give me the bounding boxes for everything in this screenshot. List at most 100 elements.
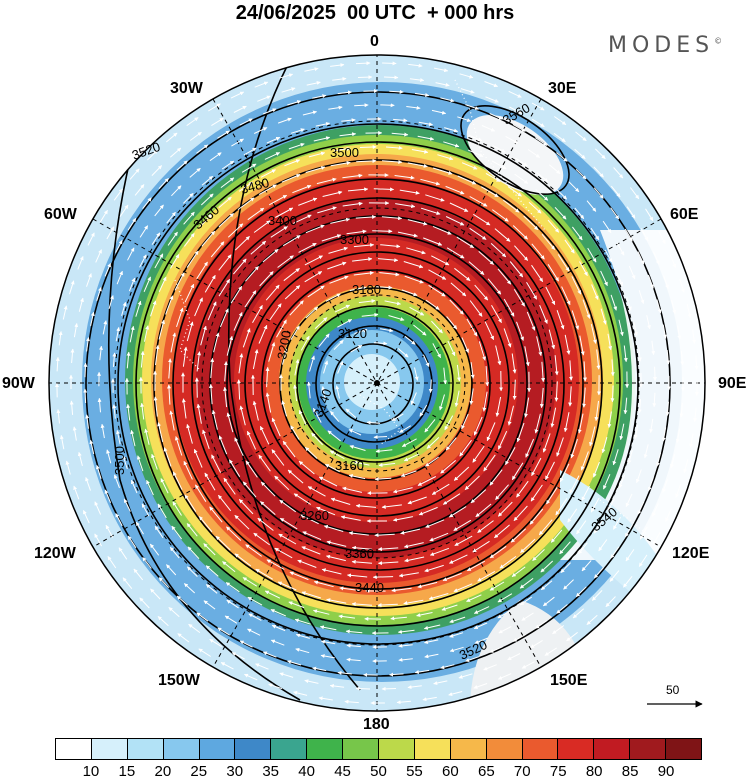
wind-vector bbox=[158, 319, 165, 340]
wind-vector bbox=[531, 243, 545, 260]
wind-vector bbox=[582, 387, 587, 408]
wind-vector bbox=[211, 454, 222, 473]
wind-vector bbox=[516, 422, 525, 443]
wind-vector bbox=[264, 152, 281, 160]
wind-vector bbox=[334, 304, 351, 313]
wind-vector bbox=[577, 413, 584, 434]
wind-vector bbox=[300, 335, 310, 351]
wind-vector bbox=[149, 543, 160, 556]
wind-vector bbox=[90, 311, 95, 327]
wind-vector bbox=[470, 489, 487, 504]
wind-vector bbox=[388, 315, 405, 322]
wind-vector bbox=[242, 577, 258, 587]
wind-vector bbox=[233, 105, 247, 113]
wind-vector bbox=[655, 452, 662, 467]
colorbar-tick-label: 15 bbox=[118, 763, 136, 780]
wind-vector bbox=[334, 146, 351, 152]
wind-vector bbox=[686, 303, 692, 319]
wind-vector bbox=[400, 470, 417, 477]
wind-vector bbox=[288, 601, 305, 609]
wind-vector bbox=[174, 272, 185, 291]
wind-vector bbox=[154, 525, 164, 539]
wind-vector bbox=[604, 249, 613, 263]
wind-vector bbox=[317, 206, 337, 214]
colorbar-swatch bbox=[666, 739, 702, 759]
wind-vector bbox=[579, 335, 585, 356]
wind-vector bbox=[638, 290, 645, 304]
wind-vector bbox=[486, 422, 496, 442]
wind-vector bbox=[407, 496, 427, 505]
wind-vector bbox=[302, 110, 317, 116]
wind-vector bbox=[575, 586, 587, 597]
wind-vector bbox=[495, 484, 509, 500]
wind-vector bbox=[238, 181, 254, 192]
wind-vector bbox=[301, 546, 321, 555]
wind-vector bbox=[165, 295, 174, 315]
wind-vector bbox=[183, 460, 193, 480]
wind-vector bbox=[519, 578, 534, 589]
wind-vector bbox=[209, 152, 222, 162]
wind-vector bbox=[389, 89, 404, 94]
wind-vector bbox=[375, 449, 393, 454]
wind-vector bbox=[330, 410, 340, 422]
wind-vector bbox=[626, 296, 632, 311]
wind-vector bbox=[432, 343, 442, 359]
wind-vector bbox=[95, 249, 102, 263]
wind-vector bbox=[329, 683, 345, 688]
wind-vector bbox=[234, 514, 250, 530]
wind-vector bbox=[429, 532, 449, 542]
wind-vector bbox=[607, 498, 615, 512]
wind-vector bbox=[424, 564, 444, 573]
contour-label: 3500 bbox=[112, 446, 127, 475]
wind-vector bbox=[381, 216, 403, 221]
wind-vector bbox=[446, 316, 458, 330]
map-boundary bbox=[48, 54, 706, 712]
wind-vector bbox=[153, 396, 158, 417]
wind-vector bbox=[271, 417, 281, 437]
wind-vector bbox=[322, 190, 343, 197]
wind-vector bbox=[444, 127, 459, 133]
wind-vector bbox=[381, 504, 402, 509]
wind-vector bbox=[260, 481, 276, 497]
wind-vector bbox=[404, 335, 416, 345]
wind-vector bbox=[172, 501, 182, 516]
wind-vector bbox=[318, 476, 338, 487]
wind-vector bbox=[258, 184, 277, 196]
wind-vector bbox=[499, 555, 517, 569]
wind-vector bbox=[165, 132, 178, 143]
wind-vector bbox=[417, 135, 435, 141]
wind-vector bbox=[96, 287, 102, 301]
wind-vector bbox=[391, 587, 412, 593]
wind-vector bbox=[166, 564, 177, 576]
wind-vector bbox=[69, 400, 74, 415]
wind-vector bbox=[246, 430, 257, 450]
wind-vector bbox=[502, 199, 520, 213]
lon-label-150w: 150W bbox=[158, 672, 200, 689]
wind-vector bbox=[559, 463, 570, 483]
wind-vector bbox=[78, 297, 84, 312]
wind-vector bbox=[147, 149, 158, 161]
wind-vector bbox=[470, 362, 475, 379]
wind-vector bbox=[139, 225, 149, 238]
wind-vector bbox=[277, 117, 292, 124]
wind-vector bbox=[536, 336, 543, 357]
wind-vector bbox=[271, 624, 286, 632]
lon-label-150e: 150E bbox=[550, 672, 588, 689]
wind-vector bbox=[680, 351, 685, 366]
wind-vector bbox=[406, 247, 426, 255]
wind-vector bbox=[374, 477, 392, 482]
wind-vector bbox=[487, 278, 502, 295]
wind-vector bbox=[623, 575, 633, 588]
wind-vector bbox=[231, 138, 244, 147]
wind-vector bbox=[512, 124, 526, 132]
wind-vector bbox=[443, 141, 460, 148]
wind-vector bbox=[270, 609, 286, 617]
wind-vector bbox=[497, 610, 511, 619]
wind-vector bbox=[531, 102, 545, 111]
wind-vector bbox=[461, 162, 478, 170]
wind-vector bbox=[372, 575, 394, 580]
wind-vector bbox=[104, 489, 112, 503]
wind-vector bbox=[56, 409, 61, 424]
wind-vector bbox=[633, 321, 639, 336]
wind-vector bbox=[311, 432, 323, 446]
